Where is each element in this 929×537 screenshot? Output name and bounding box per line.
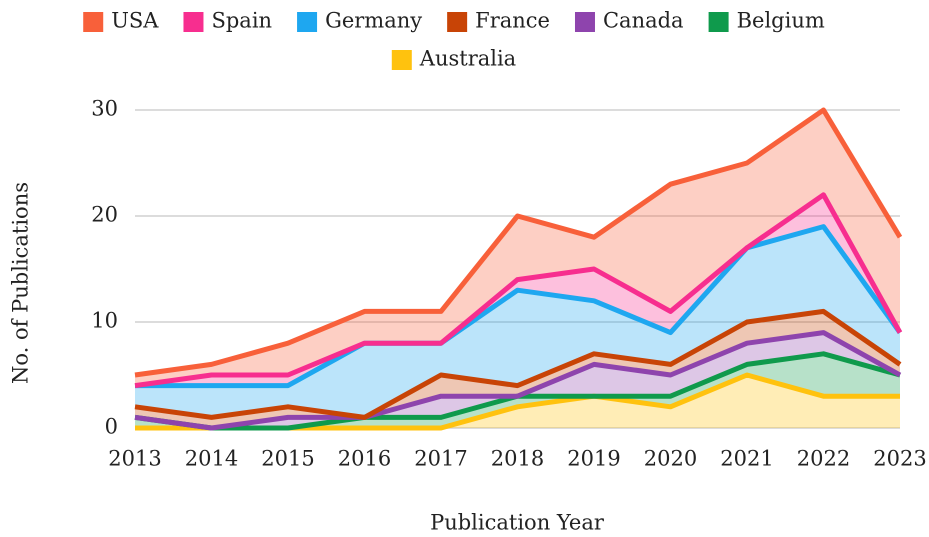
area [135,375,900,428]
area [135,353,900,428]
x-axis-title: Publication Year [430,511,605,535]
x-tick-label: 2019 [567,447,620,471]
legend-label: Australia [419,47,516,71]
line [135,224,903,389]
x-tick-label: 2018 [491,447,544,471]
legend-row: Australia [391,47,516,71]
legend-row: USA Spain Germany France Canada Belgium [83,9,825,33]
legend-swatch [391,50,412,70]
x-tick-label: 2015 [261,447,314,471]
y-tick-label: 0 [105,415,118,439]
line [134,107,903,378]
legend-label: Spain [211,9,272,33]
legend-label: Belgium [737,9,825,33]
x-tick-label: 2021 [720,447,773,471]
legend-label: France [475,9,550,33]
x-tick-label: 2023 [873,447,926,471]
x-tick-label: 2013 [108,447,161,471]
y-axis-title: No. of Publications [9,182,33,384]
legend-swatch [708,12,729,32]
area [135,226,900,418]
line [134,192,903,389]
legend-swatch [297,12,318,32]
x-tick-label: 2020 [644,447,697,471]
legend-swatch [83,12,104,32]
x-tick-label: 2017 [414,447,467,471]
x-tick-label: 2022 [797,447,850,471]
legend-label: Canada [603,9,684,33]
legend-swatch [183,12,204,32]
y-tick-label: 10 [91,309,118,333]
area [135,332,900,428]
legend-label: USA [111,9,159,33]
legend-swatch [447,12,468,32]
legend-swatch [574,12,595,32]
legend-label: Germany [325,9,422,33]
area [135,110,900,386]
area [135,311,900,428]
y-tick-label: 30 [91,97,118,121]
y-tick-label: 20 [91,203,118,227]
line [134,308,902,420]
x-tick-label: 2014 [185,447,238,471]
line [134,330,902,431]
x-tick-label: 2016 [338,447,391,471]
